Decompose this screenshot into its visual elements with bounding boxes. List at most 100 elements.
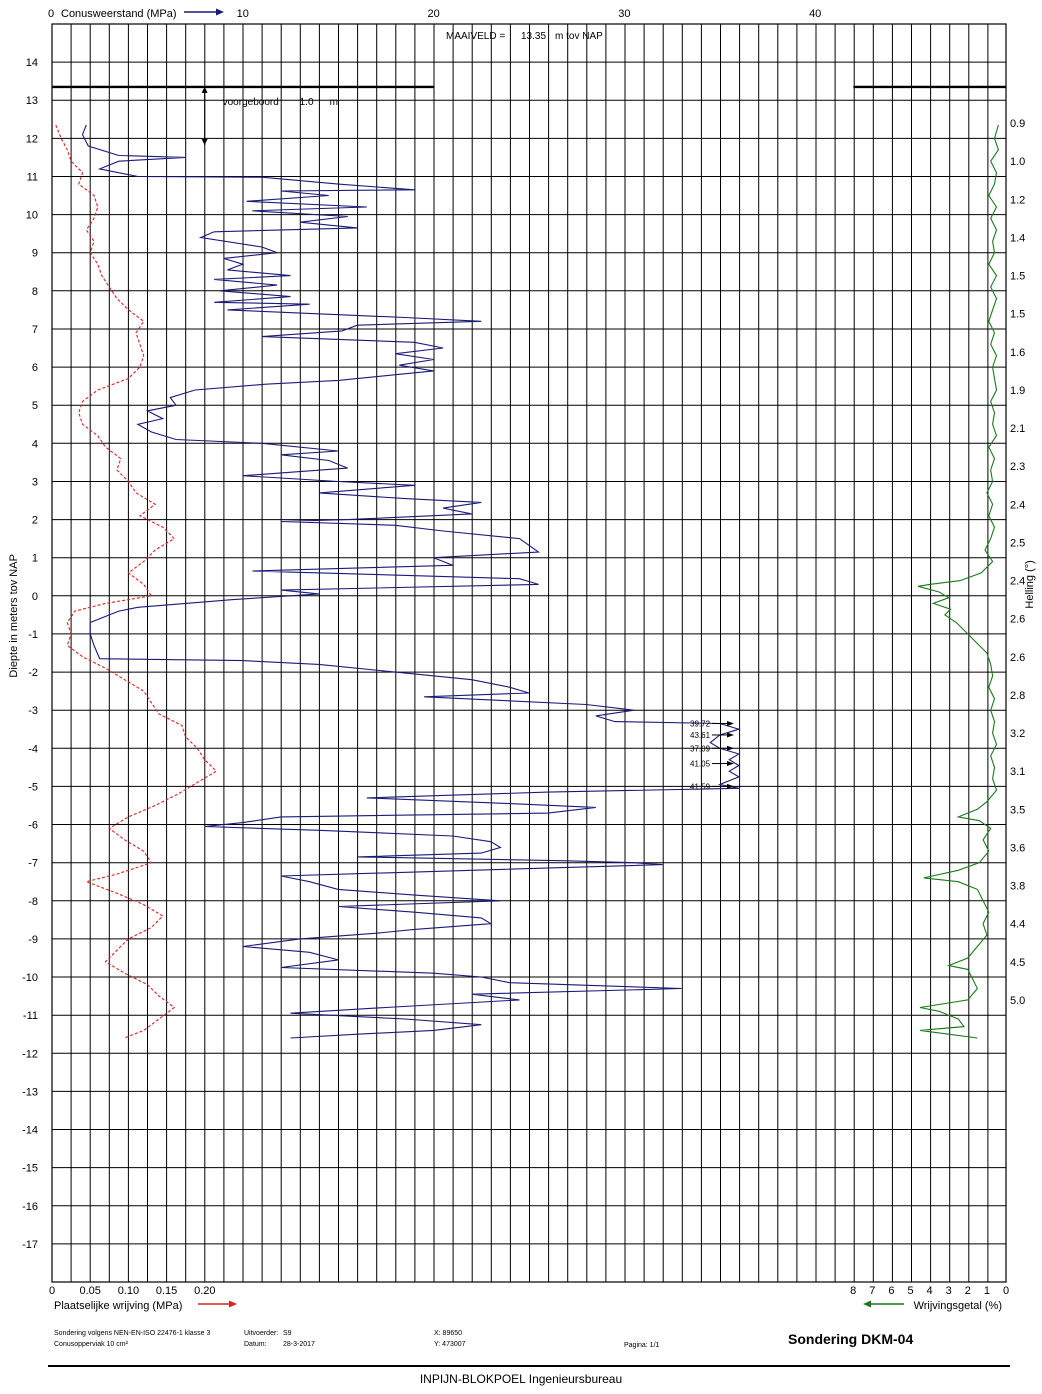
footer-date-label: Datum: [244, 1341, 267, 1348]
report-title: Sondering DKM-04 [788, 1331, 914, 1347]
y-tick-label: -14 [22, 1125, 38, 1137]
y-tick-label: 9 [32, 248, 38, 260]
y-tick-label: -4 [28, 743, 38, 755]
maaiveld-label: MAAIVELD = [446, 31, 505, 42]
y-tick-label: -15 [22, 1163, 38, 1175]
y-tick-label: -13 [22, 1086, 38, 1098]
footer-page: Pagina: 1/1 [624, 1342, 660, 1349]
footer-rule [48, 1365, 1010, 1367]
y-tick-label: 1 [32, 553, 38, 565]
exceedance-arrowhead [727, 761, 734, 767]
bottom-right-tick-label: 3 [946, 1285, 952, 1297]
y-tick-label: -5 [28, 781, 38, 793]
top-tick-label: 10 [237, 8, 249, 20]
helling-value: 2.8 [1010, 690, 1025, 702]
top-tick-label: 40 [809, 8, 821, 20]
bottom-right-tick-label: 2 [965, 1285, 971, 1297]
top-tick-label: 0 [48, 8, 54, 20]
y-tick-label: 7 [32, 324, 38, 336]
bottom-right-tick-label: 5 [907, 1285, 913, 1297]
y-tick-label: 8 [32, 286, 38, 298]
y-tick-label: -10 [22, 972, 38, 984]
helling-value: 3.6 [1010, 842, 1025, 854]
y-tick-label: -3 [28, 705, 38, 717]
helling-value: 1.5 [1010, 309, 1025, 321]
series-line-ratio [917, 124, 1000, 1039]
series-line-cone [81, 124, 741, 1039]
predrill-arrowhead-top [201, 86, 208, 93]
bottom-right-tick-label: 1 [984, 1285, 990, 1297]
helling-value: 2.1 [1010, 423, 1025, 435]
helling-value: 2.6 [1010, 614, 1025, 626]
footer-date: 28-3-2017 [283, 1341, 315, 1348]
exceedance-arrowhead [727, 745, 734, 751]
helling-value: 1.4 [1010, 232, 1025, 244]
maaiveld-value: 13.35 [521, 31, 546, 42]
exceedance-label: 39.72 [690, 720, 711, 729]
helling-value: 1.5 [1010, 271, 1025, 283]
y-tick-label: -8 [28, 896, 38, 908]
footer-executor-label: Uitvoerder: [244, 1330, 279, 1337]
bottom-right-tick-label: 6 [888, 1285, 894, 1297]
top-tick-label: 20 [427, 8, 439, 20]
y-tick-label: 5 [32, 400, 38, 412]
exceedance-label: 43.61 [690, 731, 711, 740]
footer-y-coord: Y: 473007 [434, 1341, 466, 1348]
helling-value: 0.9 [1010, 118, 1025, 130]
bottom-left-tick-label: 0.10 [118, 1285, 139, 1297]
maaiveld-unit: m tov NAP [555, 31, 603, 42]
y-tick-label: 0 [32, 591, 38, 603]
y-tick-label: 2 [32, 515, 38, 527]
helling-value: 2.4 [1010, 499, 1025, 511]
y-tick-label: 14 [26, 57, 38, 69]
exceedance-label: 37.09 [690, 744, 711, 753]
bottom-right-tick-label: 7 [869, 1285, 875, 1297]
bottom-left-tick-label: 0.20 [194, 1285, 215, 1297]
footer-norm: Sondering volgens NEN-EN-ISO 22476-1 kla… [54, 1330, 211, 1337]
y-tick-label: -2 [28, 667, 38, 679]
y-tick-label: -1 [28, 629, 38, 641]
bottom-left-tick-label: 0.05 [79, 1285, 100, 1297]
bottom-left-tick-label: 0.15 [156, 1285, 177, 1297]
helling-value: 2.3 [1010, 461, 1025, 473]
exceedance-arrowhead [727, 721, 734, 727]
predrill-unit: m [330, 97, 338, 108]
cone-legend-arrow [216, 8, 224, 16]
top-axis-label: Conusweerstand (MPa) [61, 8, 177, 20]
helling-value: 4.5 [1010, 957, 1025, 969]
company-name: INPIJN-BLOKPOEL Ingenieursbureau [419, 1372, 623, 1386]
y-tick-label: -6 [28, 820, 38, 832]
y-tick-label: 12 [26, 133, 38, 145]
y-axis-label: Diepte in meters tov NAP [8, 554, 20, 678]
y-tick-label: -9 [28, 934, 38, 946]
bottom-right-tick-label: 8 [850, 1285, 856, 1297]
y-tick-label: -12 [22, 1048, 38, 1060]
exceedance-label: 41.05 [690, 760, 711, 769]
footer-executor: S9 [283, 1330, 292, 1337]
bottom-right-tick-label: 0 [1003, 1285, 1009, 1297]
y-tick-label: -16 [22, 1201, 38, 1213]
bottom-right-tick-label: 4 [927, 1285, 933, 1297]
right-axis-label: Helling (°) [1024, 560, 1036, 608]
y-tick-label: 4 [32, 438, 38, 450]
exceedance-arrowhead [727, 732, 734, 738]
bottom-right-axis-label: Wrijvingsgetal (%) [914, 1300, 1002, 1312]
helling-value: 2.4 [1010, 576, 1025, 588]
helling-value: 1.6 [1010, 347, 1025, 359]
helling-value: 1.0 [1010, 156, 1025, 168]
y-tick-label: -7 [28, 858, 38, 870]
helling-value: 3.1 [1010, 766, 1025, 778]
helling-value: 3.8 [1010, 881, 1025, 893]
predrill-label: voorgeboord [223, 97, 279, 108]
helling-value: 2.6 [1010, 652, 1025, 664]
y-tick-label: 3 [32, 476, 38, 488]
y-tick-label: 13 [26, 95, 38, 107]
y-tick-label: -17 [22, 1239, 38, 1251]
helling-value: 5.0 [1010, 995, 1025, 1007]
footer-x-coord: X: 89650 [434, 1330, 463, 1337]
bottom-left-tick-label: 0 [49, 1285, 55, 1297]
exceedance-label: 41.59 [690, 782, 711, 791]
helling-value: 1.2 [1010, 194, 1025, 206]
y-tick-label: 10 [26, 210, 38, 222]
y-tick-label: -11 [23, 1010, 38, 1022]
